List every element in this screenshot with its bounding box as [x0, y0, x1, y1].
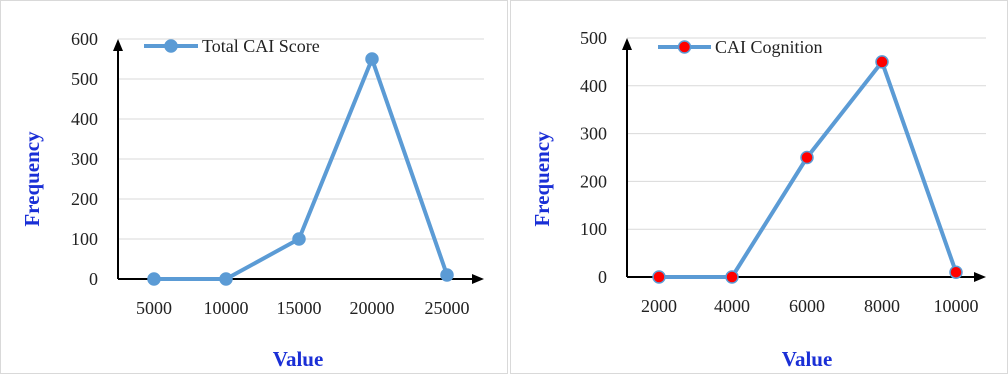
x-tick-label: 10000	[204, 298, 249, 318]
y-axis-title: Frequency	[20, 131, 44, 227]
x-tick-label: 5000	[136, 298, 172, 318]
x-tick-label: 6000	[789, 296, 825, 316]
data-point	[725, 270, 739, 284]
data-point	[440, 268, 454, 282]
y-tick-label: 600	[71, 29, 98, 49]
data-point	[292, 232, 306, 246]
legend-label: CAI Cognition	[715, 37, 823, 57]
data-point	[652, 270, 666, 284]
x-axis-arrow	[974, 272, 986, 282]
legend-marker	[164, 39, 178, 53]
y-axis-arrow	[622, 38, 632, 50]
x-tick-label: 25000	[425, 298, 470, 318]
y-tick-label: 200	[71, 189, 98, 209]
series-line	[657, 59, 958, 279]
x-tick-label: 8000	[864, 296, 900, 316]
x-tick-label: 2000	[641, 296, 677, 316]
y-tick-label: 300	[580, 124, 607, 144]
y-tick-label: 100	[71, 229, 98, 249]
x-axis-title: Value	[782, 347, 833, 371]
y-tick-label: 200	[580, 171, 607, 191]
data-point	[219, 272, 233, 286]
y-tick-label: 0	[89, 269, 98, 289]
x-tick-label: 15000	[277, 298, 322, 318]
series-line	[152, 57, 449, 281]
data-point	[800, 150, 814, 165]
y-axis-title: Frequency	[530, 131, 554, 227]
chart-cai-cognition: 0 100 200 300 400 500 2000 4000 6000 8000 10000 CAI…	[530, 28, 986, 371]
data-point	[147, 272, 161, 286]
legend-marker	[677, 40, 692, 54]
y-tick-label: 500	[580, 28, 607, 48]
y-tick-label: 300	[71, 149, 98, 169]
y-tick-label: 100	[580, 219, 607, 239]
x-axis-arrow	[472, 274, 484, 284]
x-tick-label: 20000	[350, 298, 395, 318]
y-tick-label: 400	[580, 76, 607, 96]
y-tick-label: 0	[598, 267, 607, 287]
x-tick-label: 10000	[934, 296, 979, 316]
x-axis-title: Value	[273, 347, 324, 371]
y-tick-label: 400	[71, 109, 98, 129]
data-point	[949, 265, 963, 279]
chart-panel-total-cai: 0 100 200 300 400 500 600 5000 10000 15000 20000 25…	[0, 0, 508, 374]
y-axis-arrow	[113, 39, 123, 51]
chart-panel-cai-cognition: 0 100 200 300 400 500 2000 4000 6000 8000 10000 CAI…	[510, 0, 1008, 374]
chart-total-cai-score: 0 100 200 300 400 500 600 5000 10000 15000 20000 25…	[20, 29, 484, 371]
data-point	[365, 52, 379, 66]
legend-label: Total CAI Score	[202, 36, 320, 56]
y-tick-label: 500	[71, 69, 98, 89]
x-tick-label: 4000	[714, 296, 750, 316]
data-point	[875, 55, 889, 69]
